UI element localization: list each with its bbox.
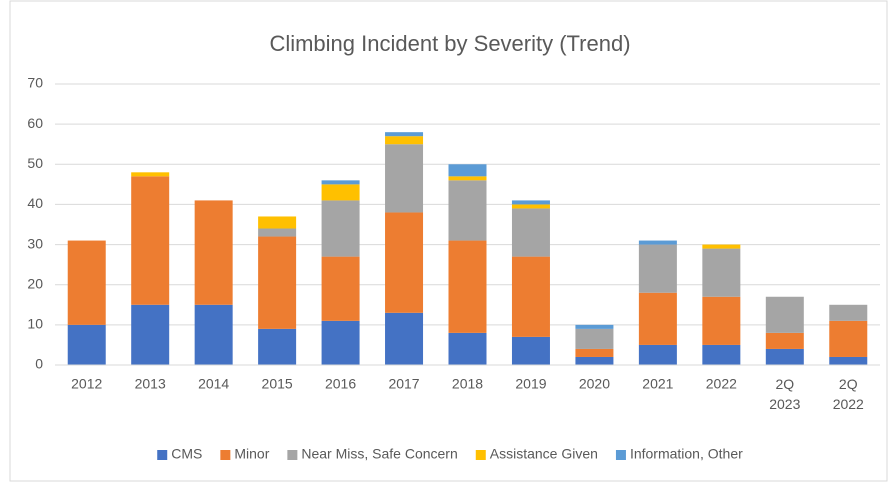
bar-segment [575,348,614,357]
bar-segment [448,240,487,333]
y-tick-label: 30 [27,235,43,251]
y-tick-label: 50 [27,155,43,171]
chart-title: Climbing Incident by Severity (Trend) [269,31,630,56]
bar-segment [321,184,360,201]
bar-segment [702,296,741,345]
bar-segment [258,236,297,329]
bar-segment [385,136,424,145]
x-tick-label: 2020 [579,376,610,392]
bar-segment [194,304,233,365]
x-tick-label: 2014 [198,376,229,392]
y-tick-label: 0 [35,356,43,372]
bar-segment [448,332,487,365]
x-tick-label: 2017 [388,376,419,392]
bar-segment [765,296,804,333]
bar-segment [321,256,360,321]
legend-label: Information, Other [630,446,743,462]
legend-swatch [475,450,486,460]
bar-segment [131,176,170,305]
legend-swatch [615,450,626,460]
x-tick-label: 2Q 2022 [833,376,864,412]
bar-segment [638,240,677,245]
bar-segment [829,320,868,357]
bar-segment [638,244,677,293]
bar-segment [131,304,170,365]
bar-segment [258,228,297,237]
bar-segment [829,356,868,365]
bar-segment [321,200,360,257]
bar-segment [511,204,550,209]
bar-segment [67,240,106,325]
bar-segment [638,292,677,345]
x-tick-label: 2012 [71,376,102,392]
bar-segment [575,324,614,329]
x-tick-label: 2013 [135,376,166,392]
bar-segment [258,216,297,229]
bar-segment [511,208,550,257]
bar-segment [511,256,550,337]
bar-segment [67,324,106,365]
bar-segment [575,356,614,365]
x-tick-label: 2016 [325,376,356,392]
bar-segment [638,344,677,365]
bar-segment [702,244,741,249]
bar-segment [765,332,804,349]
x-tick-label: 2018 [452,376,483,392]
bar-segment [385,212,424,313]
y-tick-label: 60 [27,115,43,131]
y-tick-label: 40 [27,195,43,211]
x-tick-label: 2Q 2023 [769,376,800,412]
bar-segment [385,144,424,213]
legend-label: CMS [171,446,202,462]
bar-segment [829,304,868,321]
bar-segment [448,176,487,181]
x-tick-label: 2019 [515,376,546,392]
bar-segment [258,328,297,365]
y-tick-label: 70 [27,75,43,91]
bar-segment [511,200,550,205]
y-tick-label: 20 [27,275,43,291]
bar-segment [194,200,233,305]
bar-segment [511,336,550,365]
bar-segment [321,180,360,185]
bar-segment [448,180,487,241]
legend-swatch [220,450,231,460]
bar-segment [702,248,741,297]
bar-segment [385,312,424,365]
bar-segment [321,320,360,365]
bar-segment [575,328,614,349]
bar-segment [448,164,487,177]
bar-segment [385,132,424,137]
bar-segment [702,344,741,365]
y-tick-label: 10 [27,316,43,332]
x-tick-label: 2021 [642,376,673,392]
legend-label: Assistance Given [490,446,598,462]
legend-label: Minor [234,446,269,462]
bar-segment [131,172,170,177]
bar-segment [765,348,804,365]
legend-swatch [287,450,298,460]
x-tick-label: 2022 [706,376,737,392]
legend-swatch [157,450,168,460]
legend-label: Near Miss, Safe Concern [301,446,457,462]
x-tick-label: 2015 [262,376,293,392]
